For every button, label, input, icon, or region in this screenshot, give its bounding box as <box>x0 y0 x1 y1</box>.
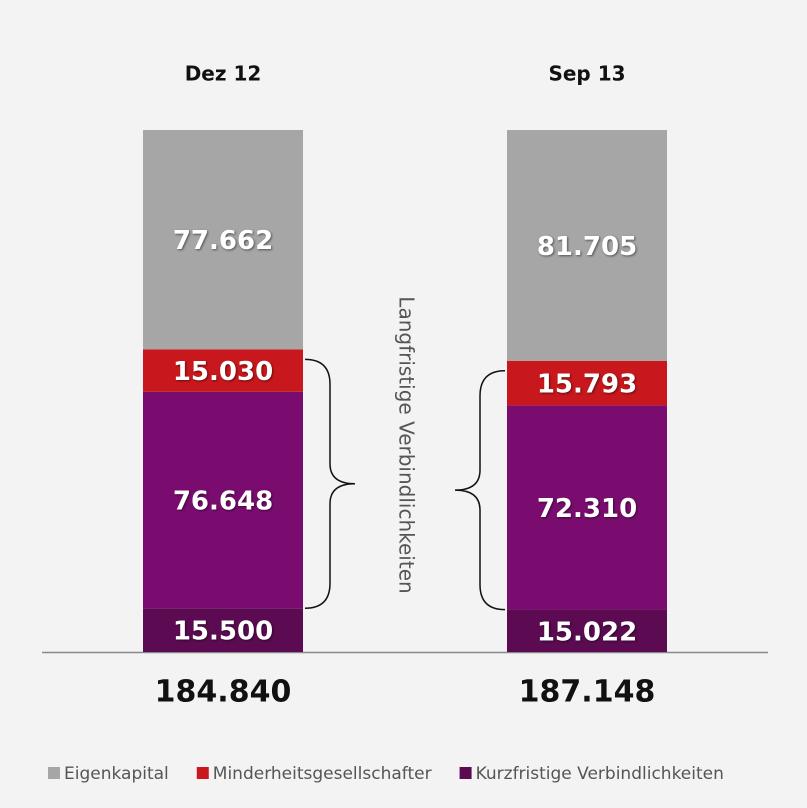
bar-segment <box>143 608 303 652</box>
bar-segment <box>143 349 303 392</box>
value-label: 81.705 <box>537 232 637 262</box>
total-label: 187.148 <box>519 675 656 710</box>
category-label: Dez 12 <box>185 62 262 86</box>
bar-segment <box>507 360 667 406</box>
value-label: 76.648 <box>173 486 273 516</box>
brace <box>454 370 506 611</box>
annotation: Langfristige Verbindlichkeiten <box>395 296 419 593</box>
legend-label: Eigenkapital <box>64 764 169 784</box>
value-label: 15.022 <box>537 617 637 647</box>
legend-swatch <box>459 767 472 779</box>
bar-segment <box>507 609 667 652</box>
bar-segment <box>507 130 667 361</box>
value-label: 72.310 <box>537 494 637 524</box>
legend-label: Minderheitsgesellschafter <box>213 764 432 784</box>
bar-segment <box>143 130 303 350</box>
value-label: 15.030 <box>173 357 273 387</box>
total-label: 184.840 <box>155 675 292 710</box>
bar-segment <box>143 391 303 609</box>
value-label: 15.500 <box>173 617 273 647</box>
legend-swatch <box>196 767 209 779</box>
category-label: Sep 13 <box>548 62 625 86</box>
value-label: 15.793 <box>537 370 637 400</box>
legend-label: Kurzfristige Verbindlichkeiten <box>476 764 724 784</box>
value-label: 77.662 <box>173 226 273 256</box>
bar-segment <box>507 405 667 610</box>
legend-swatch <box>48 767 60 779</box>
brace <box>304 358 356 609</box>
